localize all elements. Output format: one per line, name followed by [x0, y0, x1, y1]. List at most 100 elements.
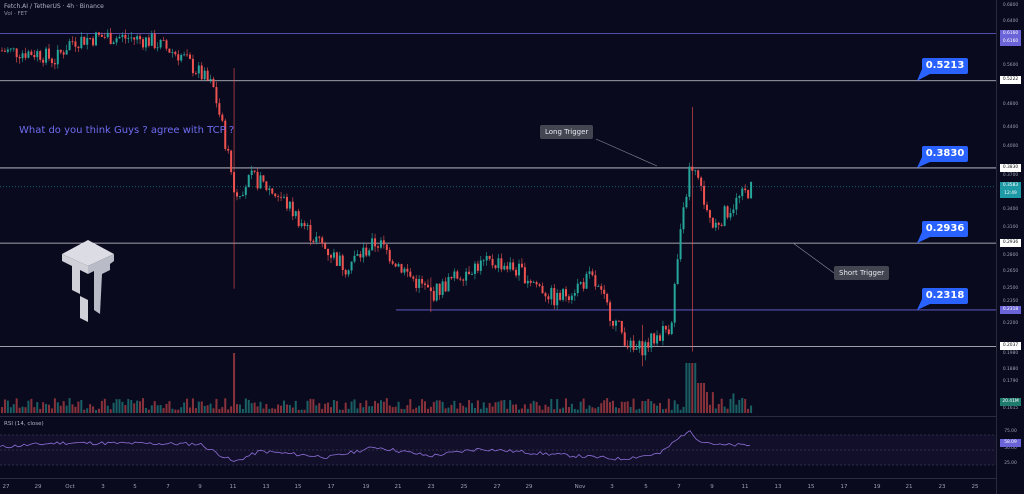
candle-body: [635, 348, 638, 350]
candle-body: [174, 51, 177, 55]
volume-bar: [706, 392, 708, 413]
candle-body: [391, 261, 394, 264]
volume-bar: [306, 400, 309, 413]
volume-bar: [3, 399, 6, 413]
candle-body: [723, 206, 726, 226]
price-tick: 0.1615: [1002, 406, 1019, 411]
candle-body: [750, 182, 753, 199]
level-flag-3[interactable]: 0.2318: [922, 288, 968, 304]
candle-body: [697, 170, 700, 178]
candle-body: [594, 275, 597, 287]
volume-bar: [535, 401, 538, 413]
candle-body: [59, 49, 62, 53]
candle-body: [462, 279, 465, 281]
volume-bar: [106, 405, 109, 413]
candle-body: [523, 267, 526, 284]
price-tick: 0.2500: [1002, 286, 1019, 291]
candle-body: [550, 288, 553, 300]
volume-bar: [700, 383, 703, 413]
volume-bar: [726, 408, 729, 413]
volume-bar: [494, 402, 497, 413]
volume-bar: [462, 405, 465, 413]
price-tick: 0.4400: [1002, 125, 1019, 130]
candle-body: [262, 175, 265, 182]
volume-bar: [673, 400, 676, 413]
volume-bar: [697, 383, 700, 413]
candle-body: [212, 78, 215, 88]
volume-bar: [177, 409, 180, 413]
volume-bar: [391, 407, 394, 413]
candle-body: [612, 320, 614, 326]
price-tick: 0.3100: [1002, 225, 1019, 230]
volume-bar: [623, 401, 626, 413]
volume-bar: [723, 406, 726, 413]
volume-bar: [485, 407, 488, 413]
candle-body: [573, 293, 576, 296]
volume-bar: [377, 403, 379, 413]
volume-bar: [324, 403, 327, 413]
volume-bar: [382, 401, 385, 413]
candle-body: [62, 52, 65, 55]
volume-bar: [565, 398, 567, 413]
x-tick: 15: [807, 484, 815, 490]
candle-body: [647, 342, 650, 348]
candle-body: [136, 36, 139, 40]
volume-bar: [288, 404, 291, 413]
volume-bar: [212, 408, 215, 413]
volume-bar: [321, 408, 324, 413]
candle-body: [6, 49, 9, 52]
candle-body: [177, 54, 180, 61]
candle-body: [706, 204, 708, 211]
candle-body: [565, 289, 567, 297]
candle-body: [268, 188, 271, 190]
candle-body: [103, 36, 106, 38]
volume-bar: [294, 400, 297, 413]
volume-bar: [83, 409, 86, 413]
candle-body: [297, 211, 300, 227]
volume-bar: [183, 402, 186, 413]
volume-bar: [365, 400, 368, 413]
volume-bar: [600, 403, 603, 413]
candle-body: [679, 229, 682, 260]
level-flag-0[interactable]: 0.5213: [922, 58, 968, 74]
candle-body: [664, 325, 667, 330]
volume-bar: [303, 409, 306, 413]
volume-bar: [591, 407, 594, 413]
price-tag-top-sub: 0.6160: [1000, 38, 1021, 46]
level-flag-1[interactable]: 0.3830: [922, 146, 968, 162]
candle-body: [227, 148, 230, 151]
candle-body: [377, 246, 379, 248]
long-trigger-note[interactable]: Long Trigger: [540, 125, 594, 139]
candle-body: [606, 293, 609, 303]
volume-bar: [165, 403, 168, 413]
short-trigger-note[interactable]: Short Trigger: [834, 266, 890, 280]
candle-body: [667, 329, 670, 335]
volume-bar: [95, 409, 97, 413]
candle-body: [488, 255, 491, 259]
x-tick: Oct: [65, 484, 75, 490]
level-flag-2[interactable]: 0.2936: [922, 221, 968, 237]
candle-body: [203, 70, 206, 80]
volume-bar: [708, 404, 711, 413]
long-trigger-connector: [595, 138, 658, 167]
candle-body: [21, 53, 24, 59]
price-tag-3830: 0.3830: [1000, 164, 1021, 172]
volume-bar: [406, 405, 409, 413]
x-tick: 3: [610, 484, 614, 490]
x-tick: 25: [971, 484, 979, 490]
volume-bar: [71, 404, 74, 413]
candle-body: [256, 171, 259, 189]
rsi-tick: 50.00: [1004, 446, 1017, 451]
candle-body: [303, 223, 306, 227]
volume-bar: [133, 403, 136, 413]
volume-bar: [456, 408, 459, 413]
candle-body: [115, 38, 118, 43]
volume-bar: [550, 399, 553, 413]
candle-body: [556, 292, 559, 306]
candle-body: [265, 181, 268, 190]
volume-bar: [491, 406, 494, 413]
volume-bar: [265, 404, 268, 413]
candle-body: [127, 38, 130, 39]
